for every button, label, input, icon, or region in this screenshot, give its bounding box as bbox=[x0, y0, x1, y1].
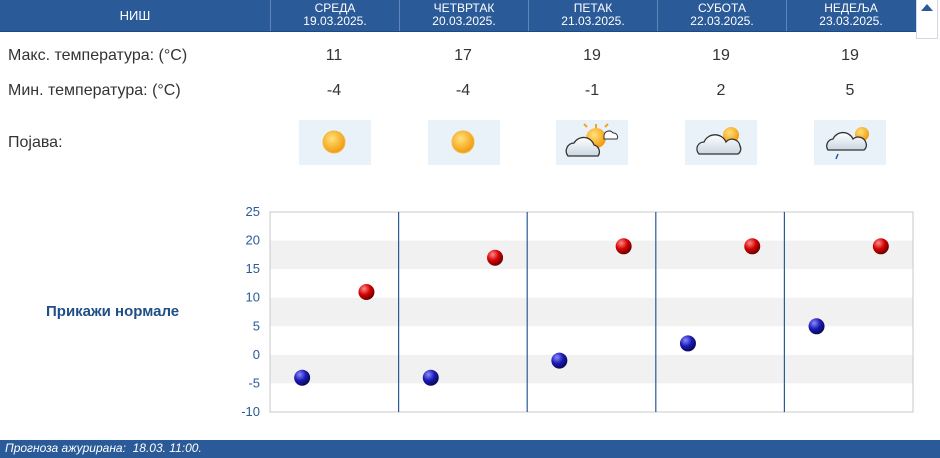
y-tick-label: 25 bbox=[246, 204, 260, 219]
max-temp-value: 11 bbox=[325, 47, 343, 64]
grid-band bbox=[270, 212, 913, 241]
update-note: Прогноза ажурирана: 18.03. 11:00. bbox=[5, 441, 202, 455]
max-temp-point[interactable] bbox=[872, 238, 889, 255]
day-date: 22.03.2025. bbox=[690, 14, 754, 28]
min-temp-value: -4 bbox=[455, 82, 471, 99]
grid-band bbox=[270, 297, 913, 327]
y-tick-label: 20 bbox=[246, 233, 260, 248]
day-header-2: ЧЕТВРТАК 20.03.2025. bbox=[399, 0, 528, 31]
max-temp-value: 19 bbox=[841, 47, 859, 64]
max-temp-point[interactable] bbox=[487, 249, 504, 266]
forecast-header: НИШ СРЕДА 19.03.2025. ЧЕТВРТАК 20.03.202… bbox=[0, 0, 916, 32]
y-tick-label: 15 bbox=[246, 261, 260, 276]
min-temp-point[interactable] bbox=[422, 369, 439, 386]
max-temp-value: 19 bbox=[712, 47, 730, 64]
grid-band bbox=[270, 240, 913, 270]
cloudy-light-rain-icon bbox=[814, 120, 886, 165]
temperature-chart: 25 20 15 10 5 0 -5 -10 bbox=[241, 204, 914, 419]
min-temp-point[interactable] bbox=[679, 335, 696, 352]
footer-bar: Прогноза ажурирана: 18.03. 11:00. bbox=[0, 440, 940, 458]
day-name: СРЕДА bbox=[314, 1, 356, 15]
grid-band bbox=[270, 383, 913, 412]
min-temp-value: -1 bbox=[584, 82, 600, 99]
min-temp-label: Мин. температура: (°C) bbox=[8, 82, 181, 99]
day-header-4: СУБОТА 22.03.2025. bbox=[657, 0, 786, 31]
max-temp-point[interactable] bbox=[744, 238, 761, 255]
sunny-icon bbox=[299, 120, 371, 165]
day-name: ЧЕТВРТАК bbox=[433, 1, 495, 15]
max-temp-point[interactable] bbox=[615, 238, 632, 255]
min-temp-point[interactable] bbox=[808, 318, 825, 335]
y-tick-label: 0 bbox=[253, 347, 260, 362]
min-temp-value: -4 bbox=[326, 82, 342, 99]
max-temp-point[interactable] bbox=[358, 284, 375, 300]
grid-band bbox=[270, 269, 913, 298]
y-tick-label: 5 bbox=[253, 318, 260, 333]
min-temp-point[interactable] bbox=[294, 369, 311, 386]
max-temp-value: 19 bbox=[583, 47, 601, 64]
grid-band bbox=[270, 326, 913, 355]
scroll-up-button[interactable] bbox=[916, 0, 938, 39]
min-temp-value: 5 bbox=[845, 82, 855, 99]
day-name: ПЕТАК bbox=[573, 1, 613, 15]
day-header-5: НЕДЕЉА 23.03.2025. bbox=[786, 0, 915, 31]
update-time: 18.03. 11:00. bbox=[132, 441, 202, 455]
update-label: Прогноза ажурирана: bbox=[5, 441, 126, 455]
arrow-up-icon bbox=[921, 4, 933, 11]
day-date: 23.03.2025. bbox=[819, 14, 883, 28]
day-date: 20.03.2025. bbox=[432, 14, 496, 28]
plot-frame bbox=[269, 211, 914, 413]
max-temp-value: 17 bbox=[454, 47, 472, 64]
grid-band bbox=[270, 354, 913, 384]
city-name: НИШ bbox=[119, 8, 151, 23]
day-header-3: ПЕТАК 21.03.2025. bbox=[528, 0, 657, 31]
max-temp-label: Макс. температура: (°C) bbox=[8, 47, 188, 64]
mostly-cloudy-icon bbox=[685, 120, 757, 165]
min-temp-value: 2 bbox=[716, 82, 726, 99]
sunny-icon bbox=[428, 120, 500, 165]
y-tick-label: -5 bbox=[248, 375, 260, 390]
partly-cloudy-icon bbox=[556, 120, 628, 165]
phenomena-label: Појава: bbox=[8, 134, 63, 151]
day-name: НЕДЕЉА bbox=[824, 1, 878, 15]
day-header-1: СРЕДА 19.03.2025. bbox=[270, 0, 399, 31]
y-tick-label: 10 bbox=[246, 290, 260, 305]
day-name: СУБОТА bbox=[698, 1, 746, 15]
day-date: 19.03.2025. bbox=[303, 14, 367, 28]
y-tick-label: -10 bbox=[241, 404, 260, 419]
min-temp-point[interactable] bbox=[551, 352, 568, 369]
day-date: 21.03.2025. bbox=[561, 14, 625, 28]
show-normals-link[interactable]: Прикажи нормале bbox=[46, 303, 180, 320]
